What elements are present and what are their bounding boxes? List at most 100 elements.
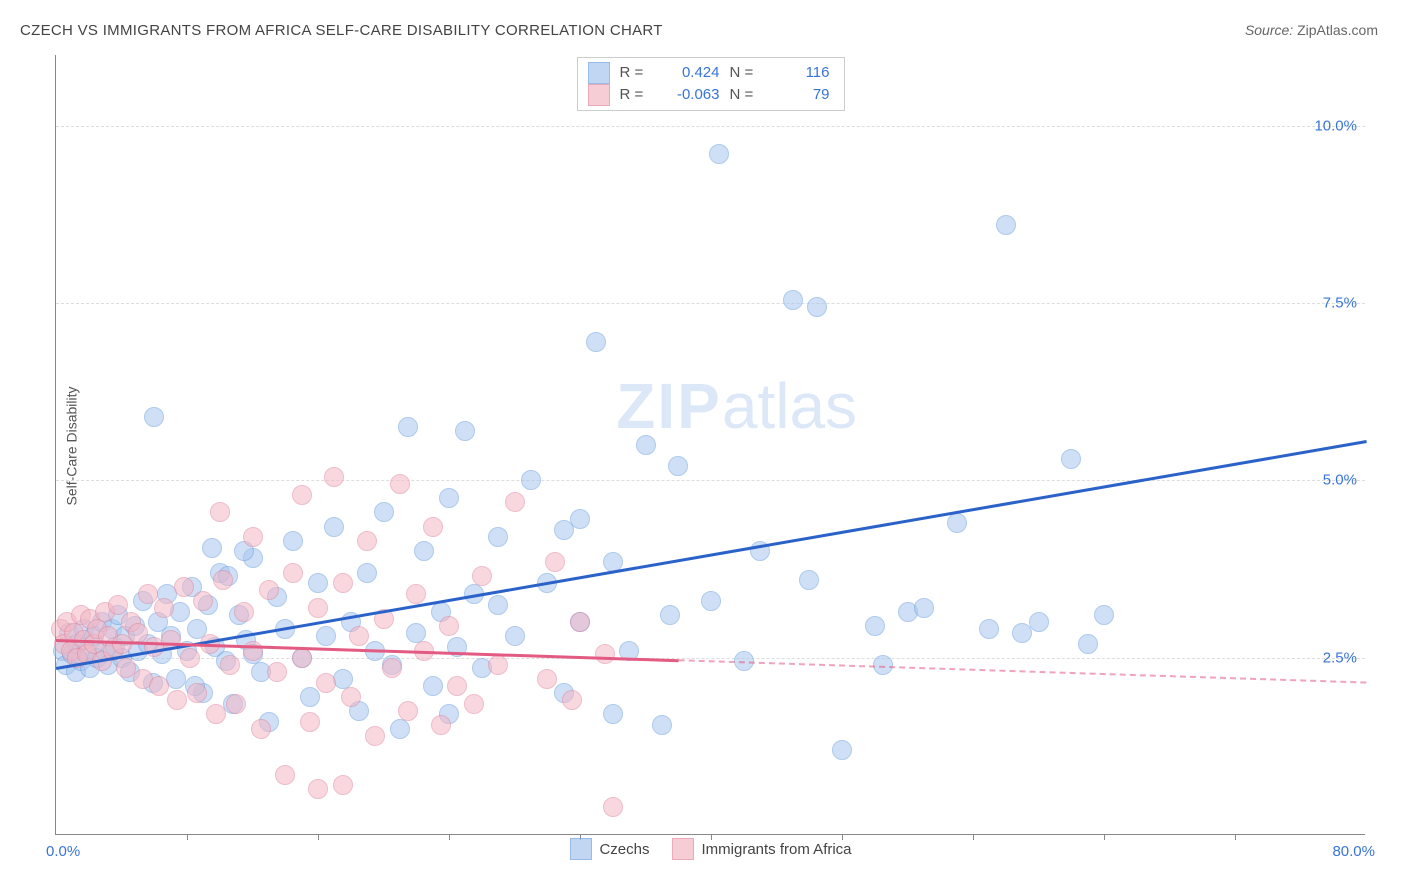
data-point-immigrants: [406, 584, 426, 604]
legend-item-czechs: Czechs: [569, 838, 649, 860]
legend-swatch-immigrants: [588, 84, 610, 106]
data-point-immigrants: [464, 694, 484, 714]
data-point-czechs: [554, 520, 574, 540]
data-point-czechs: [947, 513, 967, 533]
data-point-immigrants: [283, 563, 303, 583]
data-point-czechs: [1078, 634, 1098, 654]
data-point-czechs: [783, 290, 803, 310]
y-tick-label: 7.5%: [1323, 295, 1357, 312]
data-point-immigrants: [357, 531, 377, 551]
data-point-czechs: [1029, 612, 1049, 632]
data-point-immigrants: [206, 704, 226, 724]
x-tick: [449, 834, 450, 840]
data-point-czechs: [865, 616, 885, 636]
legend-label: Immigrants from Africa: [702, 841, 852, 858]
data-point-czechs: [439, 488, 459, 508]
legend-swatch-czechs: [588, 62, 610, 84]
legend-item-immigrants: Immigrants from Africa: [672, 838, 852, 860]
gridline: [56, 303, 1365, 304]
data-point-czechs: [701, 591, 721, 611]
data-point-immigrants: [108, 595, 128, 615]
data-point-immigrants: [562, 690, 582, 710]
data-point-immigrants: [174, 577, 194, 597]
data-point-czechs: [668, 456, 688, 476]
data-point-czechs: [807, 297, 827, 317]
data-point-immigrants: [220, 655, 240, 675]
data-point-immigrants: [292, 648, 312, 668]
data-point-immigrants: [243, 527, 263, 547]
legend-swatch-immigrants: [672, 838, 694, 860]
legend-stats: R =0.424N =116R =-0.063N =79: [577, 57, 845, 111]
data-point-immigrants: [390, 474, 410, 494]
n-value: 116: [768, 62, 830, 84]
data-point-czechs: [398, 417, 418, 437]
data-point-immigrants: [259, 580, 279, 600]
data-point-immigrants: [349, 626, 369, 646]
legend-stats-row: R =-0.063N =79: [588, 84, 830, 106]
r-label: R =: [620, 84, 648, 106]
data-point-immigrants: [439, 616, 459, 636]
data-point-immigrants: [210, 502, 230, 522]
scatter-plot: ZIPatlas 2.5%5.0%7.5%10.0%0.0%80.0%R =0.…: [55, 55, 1365, 835]
legend-swatch-czechs: [569, 838, 591, 860]
data-point-czechs: [660, 605, 680, 625]
data-point-immigrants: [595, 644, 615, 664]
data-point-immigrants: [365, 726, 385, 746]
data-point-czechs: [832, 740, 852, 760]
data-point-czechs: [709, 144, 729, 164]
data-point-immigrants: [154, 598, 174, 618]
data-point-immigrants: [398, 701, 418, 721]
r-value: 0.424: [658, 62, 720, 84]
x-min-label: 0.0%: [46, 843, 80, 860]
data-point-immigrants: [570, 612, 590, 632]
data-point-immigrants: [341, 687, 361, 707]
data-point-czechs: [914, 598, 934, 618]
data-point-czechs: [308, 573, 328, 593]
data-point-czechs: [979, 619, 999, 639]
data-point-immigrants: [234, 602, 254, 622]
legend-series: Czechs Immigrants from Africa: [569, 838, 851, 860]
data-point-czechs: [488, 527, 508, 547]
data-point-immigrants: [243, 641, 263, 661]
data-point-czechs: [799, 570, 819, 590]
data-point-immigrants: [316, 673, 336, 693]
source-label: Source:: [1245, 22, 1297, 38]
data-point-immigrants: [213, 570, 233, 590]
data-point-immigrants: [187, 683, 207, 703]
data-point-czechs: [996, 215, 1016, 235]
data-point-immigrants: [292, 485, 312, 505]
legend-stats-row: R =0.424N =116: [588, 62, 830, 84]
n-value: 79: [768, 84, 830, 106]
data-point-immigrants: [193, 591, 213, 611]
x-tick: [318, 834, 319, 840]
data-point-immigrants: [180, 648, 200, 668]
x-tick: [973, 834, 974, 840]
y-tick-label: 2.5%: [1323, 649, 1357, 666]
data-point-immigrants: [545, 552, 565, 572]
data-point-czechs: [316, 626, 336, 646]
data-point-immigrants: [149, 676, 169, 696]
chart-title: CZECH VS IMMIGRANTS FROM AFRICA SELF-CAR…: [20, 22, 663, 39]
watermark: ZIPatlas: [616, 369, 857, 443]
gridline: [56, 480, 1365, 481]
data-point-immigrants: [423, 517, 443, 537]
x-tick: [1235, 834, 1236, 840]
data-point-immigrants: [267, 662, 287, 682]
n-label: N =: [730, 84, 758, 106]
x-max-label: 80.0%: [1332, 843, 1375, 860]
x-tick: [187, 834, 188, 840]
data-point-czechs: [324, 517, 344, 537]
data-point-czechs: [652, 715, 672, 735]
data-point-immigrants: [431, 715, 451, 735]
data-point-immigrants: [167, 690, 187, 710]
x-tick: [1104, 834, 1105, 840]
data-point-czechs: [202, 538, 222, 558]
y-tick-label: 5.0%: [1323, 472, 1357, 489]
data-point-czechs: [144, 407, 164, 427]
data-point-immigrants: [324, 467, 344, 487]
data-point-czechs: [374, 502, 394, 522]
data-point-czechs: [488, 595, 508, 615]
data-point-czechs: [300, 687, 320, 707]
data-point-czechs: [1094, 605, 1114, 625]
n-label: N =: [730, 62, 758, 84]
